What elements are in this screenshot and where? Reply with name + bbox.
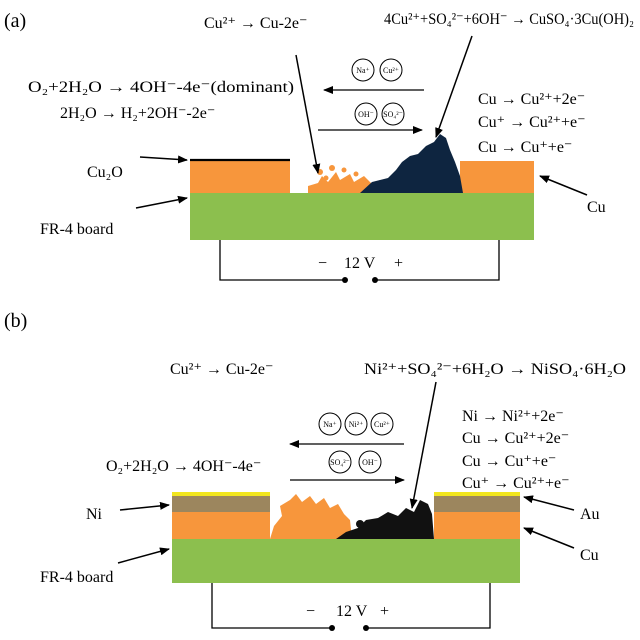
panel-b-ni-pointer — [119, 501, 170, 511]
panel-b-label: (b) — [4, 310, 27, 332]
ion-circle — [370, 412, 394, 436]
panel-a-cu2o-label: Cu₂O — [87, 164, 123, 181]
panel-b-eq-precipitate: Ni²⁺+SO₄²⁻+6H₂O → NiSO₄·6H₂O — [364, 361, 626, 378]
ion-label: Cu²⁺ — [383, 66, 399, 75]
panel-b-bias-voltage: 12 V — [336, 603, 368, 620]
panel-a-dendrite-pointer — [295, 54, 321, 174]
panel-a-anode-reaction-2: Cu⁺ → Cu²⁺+e⁻ — [478, 114, 586, 131]
panel-b-fr4-board — [172, 539, 520, 583]
ion-circle — [351, 58, 375, 82]
ion-label: SO₄²⁻ — [330, 458, 350, 467]
ion-circle — [381, 102, 405, 126]
panel-b: (b) Cu²⁺ → Cu-2e⁻ Ni²⁺+SO₄²⁻+6H₂O → NiSO… — [4, 310, 626, 631]
panel-b-cu-pointer — [523, 527, 575, 549]
panel-b-anode-reaction-3: Cu → Cu⁺+e⁻ — [462, 453, 556, 470]
panel-b-nickel-right — [434, 496, 520, 512]
ion-circle — [328, 450, 352, 474]
panel-a: (a) Cu²⁺ → Cu-2e⁻ 4Cu²⁺+SO₄²⁻+6OH⁻ → CuS… — [4, 10, 634, 283]
ion-circle — [379, 58, 403, 82]
panel-b-cu-label: Cu — [580, 547, 599, 564]
panel-b-copper-dendrites — [270, 494, 352, 539]
ion-label: OH⁻ — [358, 110, 374, 119]
panel-b-bias-minus: − — [306, 603, 315, 620]
ion-circle — [318, 412, 342, 436]
panel-b-copper-right — [434, 512, 520, 539]
panel-a-eq-oxygen-reduction: O₂+2H₂O → 4OH⁻-4e⁻(dominant) — [28, 79, 294, 96]
panel-b-ion-migration: Na⁺ Ni²⁺ Cu²⁺ SO₄²⁻ OH⁻ — [289, 412, 405, 484]
panel-b-board-pointer — [117, 547, 170, 564]
panel-b-anode-reaction-4: Cu⁺ → Cu²⁺+e⁻ — [462, 475, 570, 492]
panel-a-terminal-negative — [342, 277, 348, 283]
panel-b-copper-left — [172, 512, 270, 539]
panel-b-precipitate-pointer — [409, 381, 437, 509]
panel-a-terminal-positive — [372, 277, 378, 283]
panel-b-au-label: Au — [580, 506, 600, 523]
panel-b-terminal-positive — [363, 625, 369, 631]
panel-b-au-pointer — [523, 495, 575, 511]
panel-a-anode-reaction-1: Cu → Cu²⁺+2e⁻ — [478, 91, 585, 108]
panel-b-terminal-negative — [329, 625, 335, 631]
panel-a-cu-label: Cu — [587, 199, 606, 216]
panel-b-eq-cu-dissolution: Cu²⁺ → Cu-2e⁻ — [170, 361, 273, 378]
panel-a-precipitate-pointer — [435, 35, 473, 138]
ion-label: Na⁺ — [356, 66, 370, 75]
panel-a-anode-reaction-3: Cu → Cu⁺+e⁻ — [478, 139, 572, 156]
ion-label: Ni²⁺ — [349, 420, 364, 429]
panel-b-ni-label: Ni — [86, 506, 103, 523]
panel-b-anode-reaction-2: Cu → Cu²⁺+2e⁻ — [462, 430, 569, 447]
panel-b-nickel-left — [172, 496, 270, 512]
ion-label: Cu²⁺ — [374, 420, 390, 429]
ion-circle — [344, 412, 368, 436]
panel-b-precipitate — [336, 500, 434, 539]
panel-b-circuit-wire — [211, 583, 491, 629]
panel-a-copper-left — [190, 161, 290, 193]
panel-a-eq-cu-dissolution: Cu²⁺ → Cu-2e⁻ — [204, 15, 307, 32]
panel-b-board-label: FR-4 board — [40, 569, 113, 586]
ion-label: Na⁺ — [323, 420, 337, 429]
panel-a-ion-migration: Na⁺ Cu²⁺ OH⁻ SO₄²⁻ — [318, 58, 424, 134]
panel-b-anode-reaction-1: Ni → Ni²⁺+2e⁻ — [462, 408, 564, 425]
panel-a-bias-minus: − — [318, 255, 327, 272]
panel-a-board-label: FR-4 board — [40, 221, 113, 238]
panel-a-cu2o-pointer — [139, 155, 188, 164]
ion-label: OH⁻ — [362, 458, 378, 467]
panel-a-cu-pointer — [539, 175, 588, 196]
panel-a-label: (a) — [4, 10, 26, 32]
panel-a-eq-hydrogen: 2H₂O → H₂+2OH⁻-2e⁻ — [60, 105, 215, 122]
panel-b-bias-plus: + — [380, 603, 389, 620]
panel-b-gold-right — [434, 492, 520, 496]
panel-a-precipitate — [360, 134, 463, 193]
panel-a-eq-precipitate: 4Cu²⁺+SO₄²⁻+6OH⁻ → CuSO₄·3Cu(OH)₂ — [384, 11, 634, 28]
panel-a-copper-right — [460, 161, 534, 193]
panel-b-eq-oxygen-reduction: O₂+2H₂O → 4OH⁻-4e⁻ — [106, 458, 261, 475]
ion-label: SO₄²⁻ — [383, 110, 403, 119]
panel-a-bias-voltage: 12 V — [344, 255, 376, 272]
panel-a-board-pointer — [135, 195, 188, 209]
panel-a-fr4-board — [190, 193, 534, 240]
panel-a-circuit-wire — [219, 240, 500, 281]
ion-circle — [354, 102, 378, 126]
panel-a-bias-plus: + — [394, 255, 403, 272]
panel-b-gold-left — [172, 492, 270, 496]
ion-circle — [358, 450, 382, 474]
